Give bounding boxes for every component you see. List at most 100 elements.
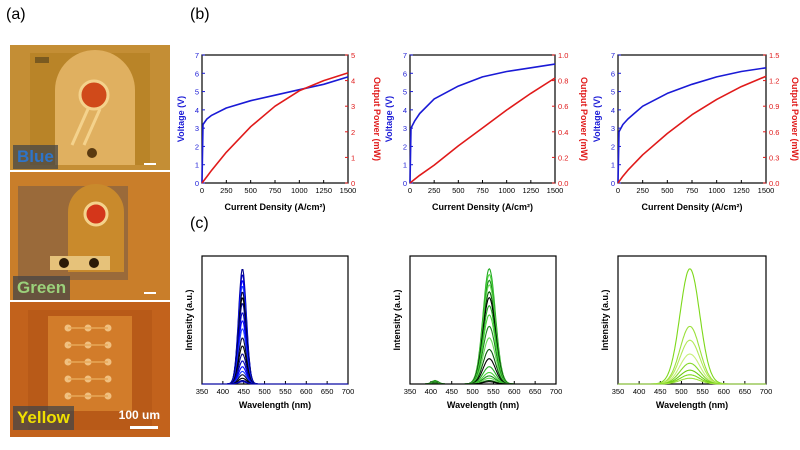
- x-tick-label: 750: [686, 186, 699, 195]
- spectrum-curve: [202, 353, 348, 385]
- voltage-curve: [409, 63, 556, 184]
- spectrum-curve: [202, 366, 348, 385]
- plot-frame: [617, 54, 767, 184]
- x-tick-label: 400: [633, 387, 646, 396]
- y-left-tick-label: 3: [195, 124, 199, 133]
- x-tick-label: 450: [654, 387, 667, 396]
- y-left-tick-label: 6: [195, 69, 199, 78]
- y-left-axis-title: Voltage (V): [592, 96, 602, 142]
- x-tick-label: 750: [476, 186, 489, 195]
- x-tick-label: 500: [661, 186, 674, 195]
- y-axis-title: Intensity (a.u.): [600, 289, 610, 350]
- x-tick-label: 750: [269, 186, 282, 195]
- panel-label-b: (b): [190, 6, 210, 23]
- x-tick-label: 650: [739, 387, 752, 396]
- y-left-tick-label: 7: [403, 51, 407, 60]
- x-axis-title: Current Density (A/cm²): [224, 202, 325, 212]
- y-right-tick-label: 1.2: [769, 77, 779, 86]
- spectrum-curve: [202, 345, 348, 385]
- y-left-tick-label: 5: [611, 88, 615, 97]
- x-tick-label: 1250: [733, 186, 750, 195]
- x-tick-label: 500: [244, 186, 257, 195]
- x-tick-label: 650: [529, 387, 542, 396]
- plot-frame: [409, 255, 557, 385]
- x-tick-label: 700: [342, 387, 355, 396]
- y-left-tick-label: 0: [195, 179, 199, 188]
- x-tick-label: 500: [258, 387, 271, 396]
- yellow-led-micrograph: Yellow 100 um: [10, 302, 170, 437]
- y-left-tick-label: 4: [403, 106, 407, 115]
- output-power-curve: [617, 75, 767, 184]
- voltage-curve: [201, 76, 349, 184]
- x-tick-label: 650: [321, 387, 334, 396]
- y-left-tick-label: 7: [611, 51, 615, 60]
- spectrum-curve: [202, 370, 348, 385]
- x-tick-label: 550: [279, 387, 292, 396]
- spectrum-curve: [202, 320, 348, 385]
- x-tick-label: 250: [428, 186, 441, 195]
- spectrum-curve: [202, 297, 348, 385]
- y-right-tick-label: 1: [351, 153, 355, 162]
- y-left-tick-label: 5: [403, 88, 407, 97]
- x-tick-label: 0: [200, 186, 204, 195]
- panel-label-c: (c): [190, 215, 209, 232]
- spectrum-curve: [202, 328, 348, 385]
- x-tick-label: 450: [237, 387, 250, 396]
- y-left-axis-title: Voltage (V): [176, 96, 186, 142]
- green-led-micrograph: Green: [10, 172, 170, 300]
- y-right-tick-label: 0.3: [769, 153, 779, 162]
- y-right-tick-label: 0.6: [558, 102, 568, 111]
- spectrum-curve: [202, 280, 348, 385]
- spectrum-curve: [410, 381, 556, 385]
- spectrum-curve: [618, 374, 766, 385]
- yellow-device-image: [10, 302, 170, 437]
- y-left-tick-label: 1: [611, 161, 615, 170]
- y-left-tick-label: 4: [611, 106, 615, 115]
- x-tick-label: 1000: [498, 186, 515, 195]
- y-left-tick-label: 6: [611, 69, 615, 78]
- x-tick-label: 500: [452, 186, 465, 195]
- green-label: Green: [13, 276, 71, 300]
- x-tick-label: 250: [220, 186, 233, 195]
- y-axis-title: Intensity (a.u.): [392, 289, 402, 350]
- y-right-axis-title: Output Power (mW): [372, 77, 382, 161]
- y-right-tick-label: 0.0: [558, 179, 568, 188]
- blue-scale-bar: [144, 163, 156, 165]
- x-tick-label: 1000: [291, 186, 308, 195]
- y-left-tick-label: 1: [403, 161, 407, 170]
- x-axis-title: Current Density (A/cm²): [432, 202, 533, 212]
- y-right-tick-label: 5: [351, 51, 355, 60]
- y-right-tick-label: 0.0: [769, 179, 779, 188]
- y-right-tick-label: 4: [351, 77, 355, 86]
- y-left-tick-label: 2: [195, 142, 199, 151]
- x-tick-label: 700: [550, 387, 563, 396]
- y-left-tick-label: 2: [611, 142, 615, 151]
- y-left-tick-label: 4: [195, 106, 199, 115]
- x-tick-label: 0: [616, 186, 620, 195]
- y-right-tick-label: 1.5: [769, 51, 779, 60]
- y-left-tick-label: 6: [403, 69, 407, 78]
- x-tick-label: 0: [408, 186, 412, 195]
- y-axis-title: Intensity (a.u.): [184, 289, 194, 350]
- y-left-tick-label: 0: [611, 179, 615, 188]
- spectrum-curve: [202, 312, 348, 385]
- x-tick-label: 500: [675, 387, 688, 396]
- spectrum-curve: [618, 353, 766, 385]
- y-right-axis-title: Output Power (mW): [579, 77, 589, 161]
- x-tick-label: 700: [760, 387, 773, 396]
- spectrum-curve: [202, 381, 348, 385]
- spectrum-curve: [202, 337, 348, 385]
- y-left-axis-title: Voltage (V): [384, 96, 394, 142]
- spectrum-curve: [618, 369, 766, 385]
- y-right-tick-label: 0: [351, 179, 355, 188]
- y-right-tick-label: 0.8: [558, 77, 568, 86]
- spectrum-curve: [202, 274, 348, 385]
- y-right-tick-label: 0.4: [558, 128, 568, 137]
- x-tick-label: 350: [196, 387, 209, 396]
- spectrum-curve: [618, 377, 766, 385]
- x-tick-label: 400: [425, 387, 438, 396]
- x-tick-label: 400: [217, 387, 230, 396]
- plot-frame: [409, 54, 556, 184]
- y-right-tick-label: 2: [351, 128, 355, 137]
- x-tick-label: 600: [508, 387, 521, 396]
